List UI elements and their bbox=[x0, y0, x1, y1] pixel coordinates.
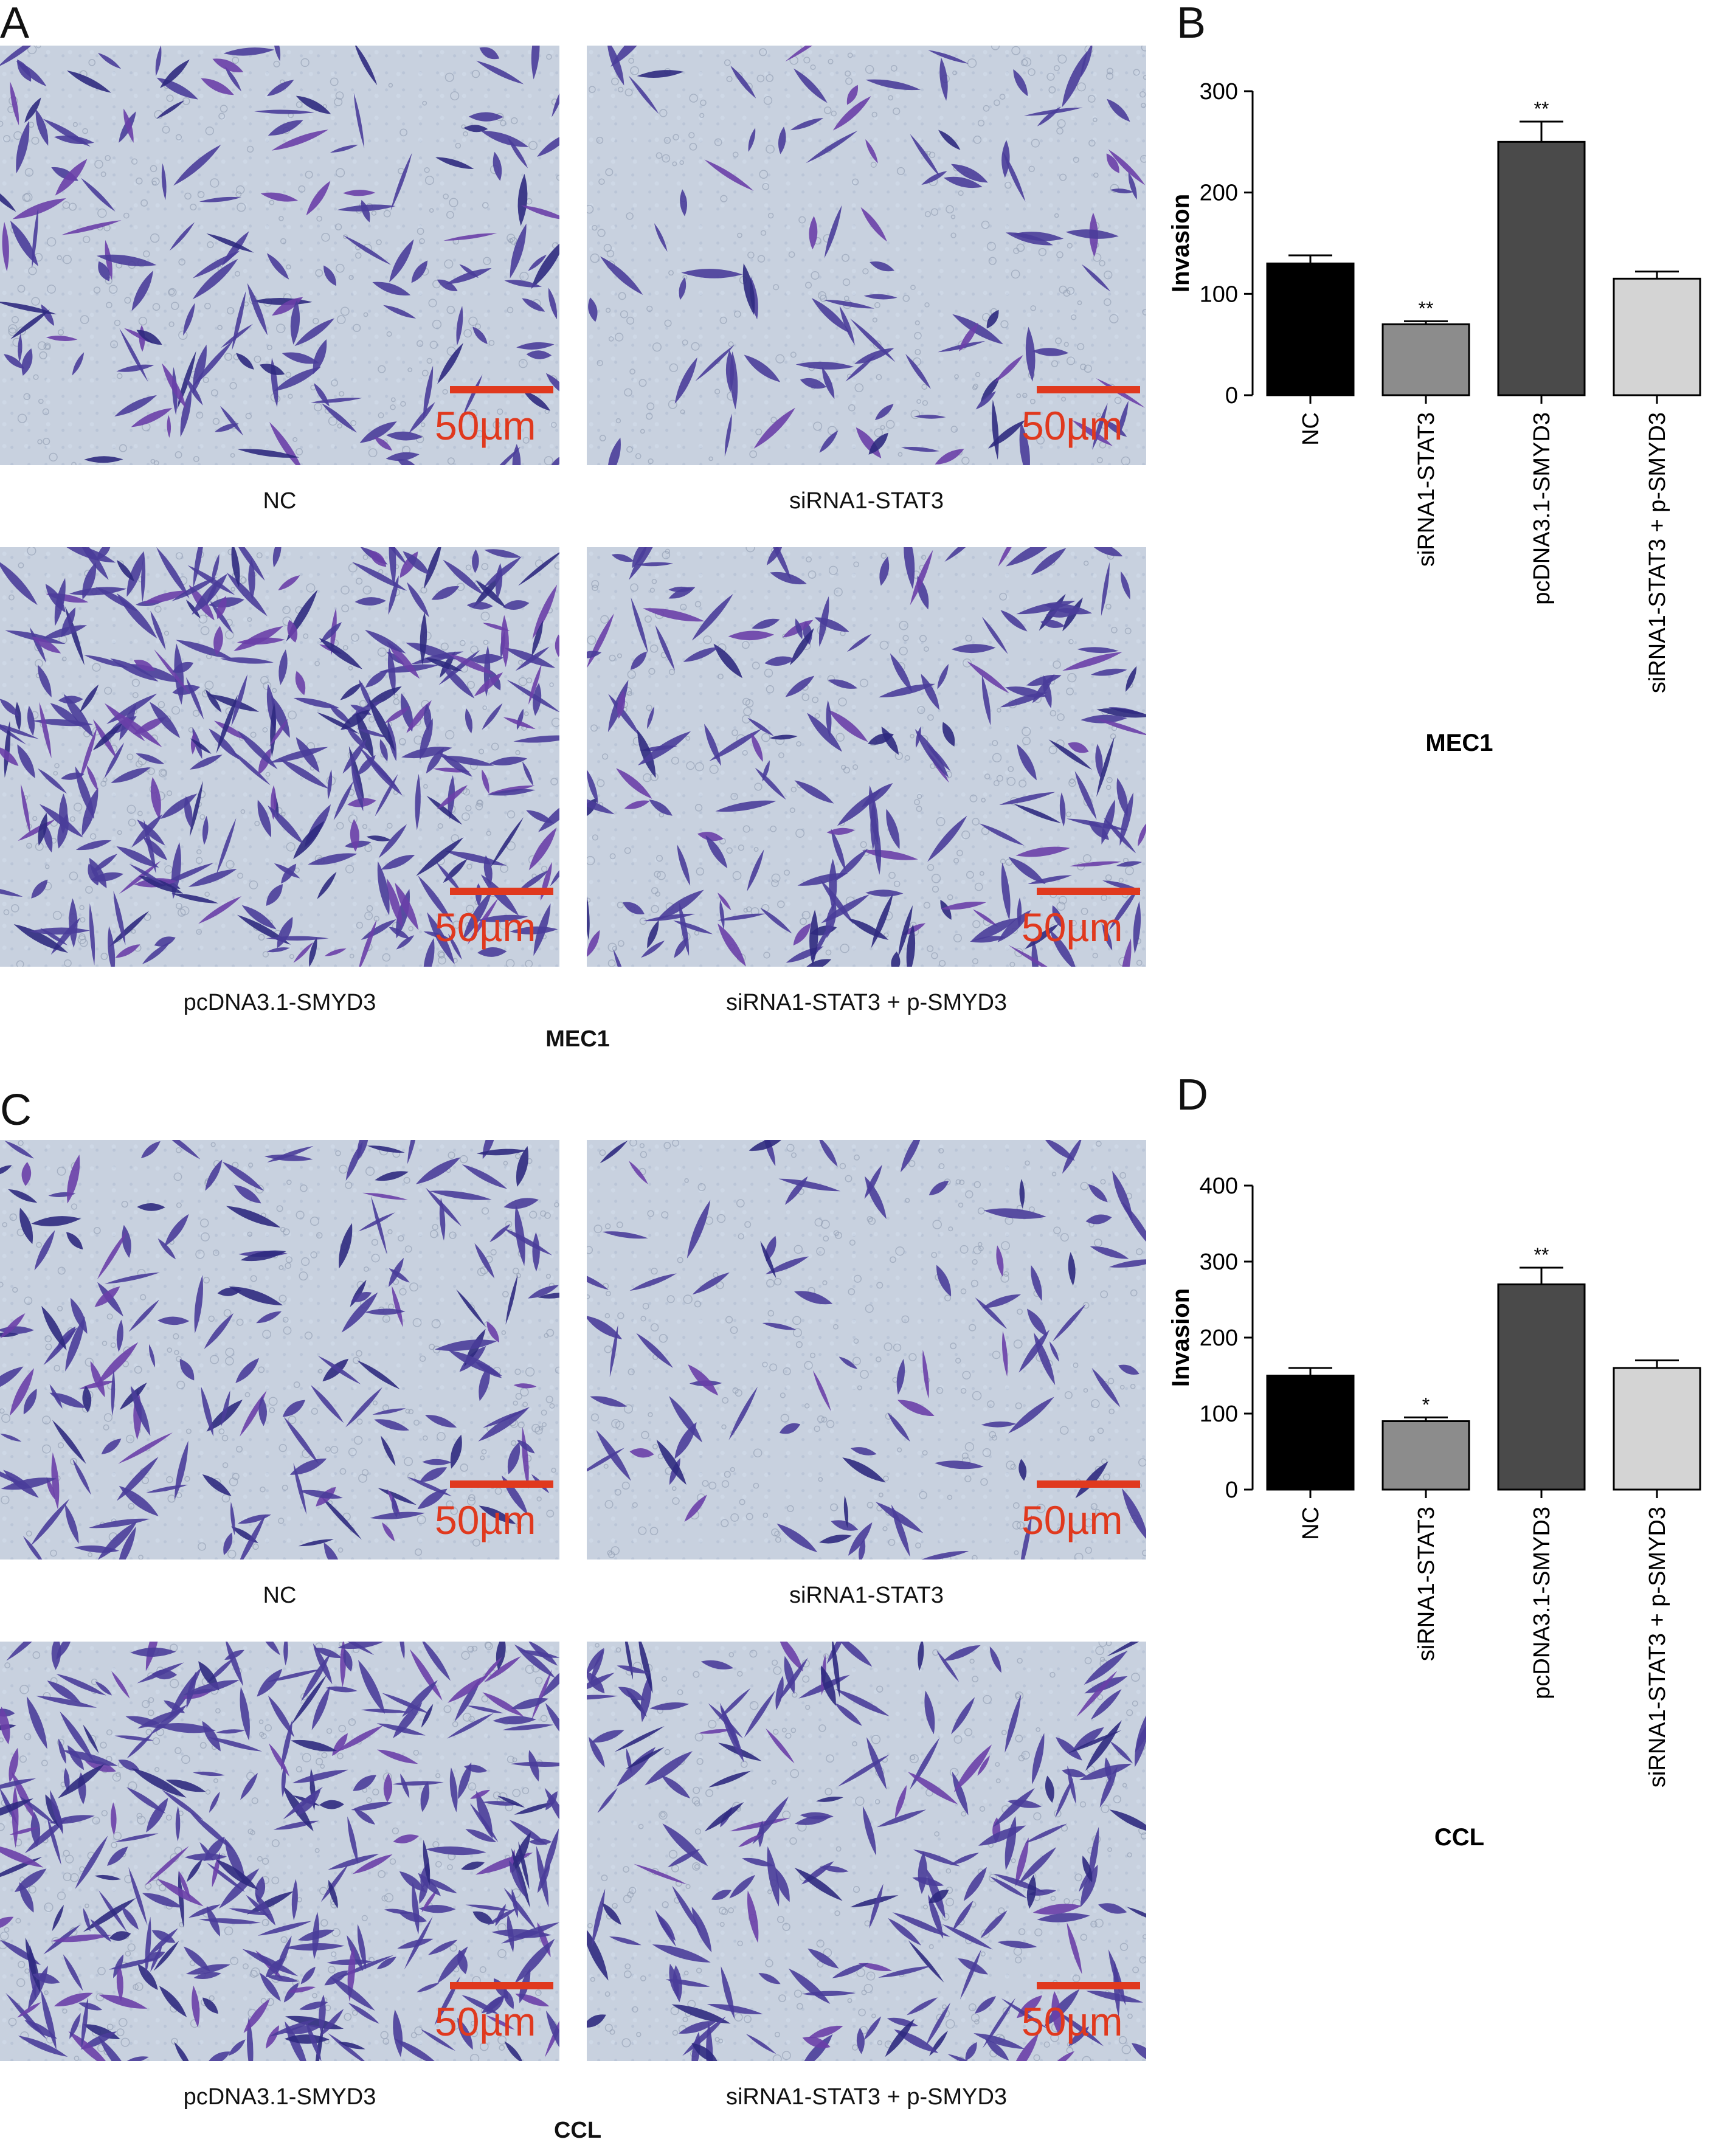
micrograph-caption: siRNA1-STAT3 + p-SMYD3 bbox=[725, 2084, 1008, 2110]
y-tick-label: 100 bbox=[1200, 282, 1238, 307]
y-axis-label: Invasion bbox=[1167, 194, 1194, 292]
significance-mark: ** bbox=[1534, 1244, 1549, 1266]
y-tick-label: 200 bbox=[1200, 1325, 1238, 1351]
x-tick-label: siRNA1-STAT3 bbox=[1414, 412, 1439, 567]
x-tick-label: siRNA1-STAT3 + p-SMYD3 bbox=[1645, 412, 1670, 693]
group-caption-ccl: CCL bbox=[553, 2118, 602, 2143]
scale-bar bbox=[450, 1982, 553, 1989]
bar bbox=[1382, 323, 1470, 396]
panel-letter-a: A bbox=[0, 0, 30, 47]
micrograph-caption: NC bbox=[263, 1583, 297, 1608]
micrograph-image: 50µm bbox=[587, 547, 1146, 967]
micrograph-caption: NC bbox=[263, 488, 297, 514]
significance-mark: * bbox=[1422, 1394, 1430, 1415]
scale-label: 50µm bbox=[435, 1497, 536, 1542]
micrograph-image: 50µm bbox=[587, 1642, 1146, 2061]
panel-letter-d: D bbox=[1177, 1071, 1208, 1119]
scale-bar bbox=[450, 1480, 553, 1488]
y-tick-label: 0 bbox=[1225, 383, 1238, 409]
scale-label: 50µm bbox=[435, 403, 536, 448]
y-tick-label: 300 bbox=[1200, 1249, 1238, 1275]
x-tick-label: siRNA1-STAT3 bbox=[1414, 1507, 1439, 1661]
x-tick-label: NC bbox=[1298, 412, 1324, 446]
bar-chart-b: 0 100 200 300 Invasion NC ** siRNA1-STAT3 ** pcDN… bbox=[1167, 79, 1701, 756]
panel-letter-c: C bbox=[0, 1086, 32, 1135]
scale-label: 50µm bbox=[435, 1999, 536, 2044]
scale-bar bbox=[450, 386, 553, 393]
bar bbox=[1613, 277, 1701, 396]
y-tick-label: 0 bbox=[1225, 1477, 1238, 1503]
x-tick-label: NC bbox=[1298, 1507, 1324, 1540]
y-tick-label: 100 bbox=[1200, 1401, 1238, 1427]
significance-mark: ** bbox=[1534, 98, 1549, 120]
micrograph-caption: siRNA1-STAT3 bbox=[789, 488, 944, 514]
y-tick-label: 200 bbox=[1200, 181, 1238, 206]
x-axis-label: CCL bbox=[1434, 1824, 1484, 1851]
scale-bar bbox=[450, 888, 553, 895]
micrograph-image: 50µm bbox=[0, 1642, 559, 2061]
scale-bar bbox=[1037, 386, 1140, 393]
group-caption-mec1: MEC1 bbox=[545, 1026, 610, 1052]
scale-label: 50µm bbox=[1022, 1497, 1123, 1542]
scale-label: 50µm bbox=[1022, 1999, 1123, 2044]
bar bbox=[1266, 1375, 1355, 1491]
y-tick-label: 400 bbox=[1200, 1173, 1238, 1199]
micrograph-caption: pcDNA3.1-SMYD3 bbox=[183, 2084, 376, 2110]
x-tick-label: pcDNA3.1-SMYD3 bbox=[1529, 412, 1555, 605]
x-tick-label: siRNA1-STAT3 + p-SMYD3 bbox=[1645, 1507, 1670, 1788]
scale-label: 50µm bbox=[435, 905, 536, 950]
micrograph-caption: pcDNA3.1-SMYD3 bbox=[183, 990, 376, 1015]
micrograph-caption: siRNA1-STAT3 bbox=[789, 1583, 944, 1608]
micrograph-image: 50µm bbox=[587, 1140, 1146, 1560]
bar bbox=[1266, 262, 1355, 396]
bar-chart-d: 0 100 200 300 400 Invasion NC * siRNA1-STAT3 ** pc… bbox=[1167, 1173, 1701, 1851]
bar bbox=[1497, 140, 1586, 396]
x-tick-label: pcDNA3.1-SMYD3 bbox=[1529, 1507, 1555, 1699]
micrograph-image: 50µm bbox=[0, 547, 559, 967]
scale-bar bbox=[1037, 1982, 1140, 1989]
micrograph-image: 50µm bbox=[0, 1140, 559, 1560]
scale-label: 50µm bbox=[1022, 905, 1123, 950]
bar bbox=[1497, 1283, 1586, 1491]
significance-mark: ** bbox=[1419, 297, 1434, 319]
x-axis-label: MEC1 bbox=[1425, 730, 1493, 756]
micrograph-caption: siRNA1-STAT3 + p-SMYD3 bbox=[725, 990, 1008, 1015]
micrograph-image: 50µm bbox=[587, 46, 1146, 465]
y-tick-label: 300 bbox=[1200, 79, 1238, 105]
micrograph-image: 50µm bbox=[0, 46, 559, 465]
scale-bar bbox=[1037, 888, 1140, 895]
bar bbox=[1382, 1420, 1470, 1491]
y-axis-label: Invasion bbox=[1167, 1288, 1194, 1387]
scale-label: 50µm bbox=[1022, 403, 1123, 448]
scale-bar bbox=[1037, 1480, 1140, 1488]
bar bbox=[1613, 1367, 1701, 1491]
panel-letter-b: B bbox=[1177, 0, 1206, 47]
